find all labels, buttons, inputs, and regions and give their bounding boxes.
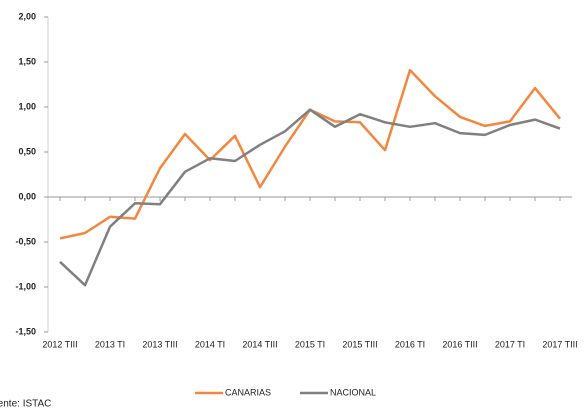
legend-label: NACIONAL: [330, 387, 376, 397]
y-tick-label: 2,00: [18, 11, 36, 21]
y-tick-label: -0,50: [15, 236, 36, 246]
x-tick-label: 2014 TIII: [242, 339, 277, 349]
x-tick-label: 2016 TI: [395, 339, 425, 349]
x-tick-label: 2013 TI: [95, 339, 125, 349]
series-line: [59, 108, 561, 287]
x-tick-label: 2015 TI: [295, 339, 325, 349]
y-tick-label: 0,00: [18, 191, 36, 201]
x-tick-label: 2015 TIII: [342, 339, 377, 349]
y-tick-label: 0,50: [18, 146, 36, 156]
y-tick-label: -1,00: [15, 281, 36, 291]
x-tick-label: 2014 TI: [195, 339, 225, 349]
series-line: [59, 68, 561, 240]
y-tick-label: 1,00: [18, 101, 36, 111]
source-note: Fuente: ISTAC: [0, 399, 51, 410]
x-tick-label: 2012 TIII: [42, 339, 77, 349]
y-tick-label: 1,50: [18, 56, 36, 66]
x-tick-label: 2013 TIII: [142, 339, 177, 349]
x-tick-label: 2017 TIII: [542, 339, 577, 349]
y-tick-label: -1,50: [15, 326, 36, 336]
legend-label: CANARIAS: [225, 387, 271, 397]
x-tick-label: 2016 TIII: [442, 339, 477, 349]
x-tick-label: 2017 TI: [495, 339, 525, 349]
